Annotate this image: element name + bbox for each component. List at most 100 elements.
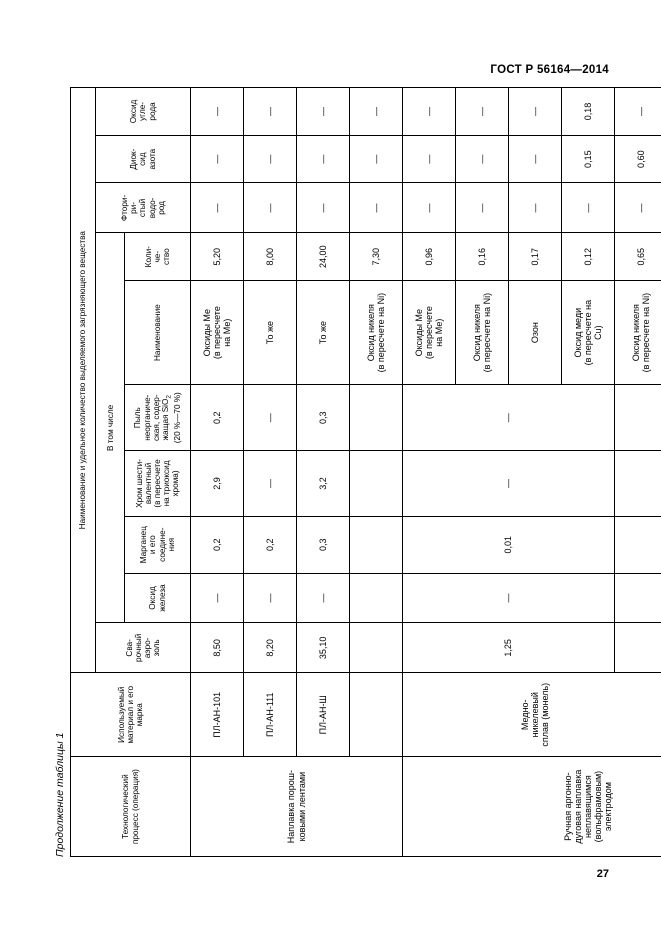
cell-nitrogen-dioxide: — <box>296 135 350 183</box>
cell-hydrogen-fluoride: — <box>402 182 456 233</box>
cell-chromium-vi <box>349 450 403 517</box>
document-standard-header: ГОСТ Р 56164—2014 <box>490 64 609 76</box>
cell-material: Медно-никелевый сплав (монель) <box>402 672 661 757</box>
header-other-name: Наименование <box>124 280 191 385</box>
cell-other-name: То же <box>243 280 297 385</box>
header-chromium-vi: Хром шести-валентный (в пересчете на триок… <box>124 450 191 517</box>
cell-carbon-monoxide: — <box>508 87 562 136</box>
header-nitrogen-dioxide: Диок-сид азота <box>95 135 191 183</box>
cell-welding-aerosol <box>614 622 661 673</box>
cell-nitrogen-dioxide: — <box>508 135 562 183</box>
cell-material: ПЛ-АН-101 <box>190 672 244 757</box>
cell-welding-aerosol: 8,20 <box>243 622 297 673</box>
cell-other-quantity: 7,30 <box>349 232 403 281</box>
header-other-quantity: Коли-че-ство <box>124 232 191 281</box>
header-iron-oxide: Оксид железа <box>124 573 191 623</box>
header-welding-aerosol: Сва-рочный аэро-золь <box>95 622 191 673</box>
header-inorganic-dust: Пыль неорганиче-ская, содер-жащая SiO2 (20… <box>124 384 191 451</box>
cell-chromium-vi: — <box>402 450 615 517</box>
table-row: Ручная аргонно-дуговая наплавка неплавящи… <box>402 87 661 857</box>
cell-nitrogen-dioxide: — <box>455 135 509 183</box>
cell-iron-oxide: — <box>243 573 297 623</box>
cell-welding-aerosol <box>349 622 403 673</box>
cell-manganese <box>614 516 661 574</box>
cell-hydrogen-fluoride: — <box>508 182 562 233</box>
cell-other-quantity: 0,12 <box>561 232 615 281</box>
cell-iron-oxide: — <box>190 573 244 623</box>
cell-carbon-monoxide: — <box>455 87 509 136</box>
cell-other-name: То же <box>296 280 350 385</box>
cell-other-name: Озон <box>508 280 562 385</box>
cell-other-quantity: 0,17 <box>508 232 562 281</box>
cell-other-name: Оксид никеля (в пересчете на Ni) <box>349 280 403 385</box>
cell-material: ПЛ-АН-Ш <box>296 672 350 757</box>
cell-carbon-monoxide: — <box>296 87 350 136</box>
cell-hydrogen-fluoride: — <box>190 182 244 233</box>
table-row: Наплавка порош-ковыми лентами ПЛ-АН-101 8,… <box>190 87 403 857</box>
cell-carbon-monoxide: 0,18 <box>561 87 615 136</box>
cell-other-quantity: 0,16 <box>455 232 509 281</box>
cell-chromium-vi <box>614 450 661 517</box>
cell-manganese: 0,3 <box>296 516 350 574</box>
cell-material <box>349 672 403 757</box>
cell-nitrogen-dioxide: — <box>243 135 297 183</box>
cell-hydrogen-fluoride: — <box>243 182 297 233</box>
cell-inorganic-dust <box>614 384 661 451</box>
cell-inorganic-dust: 0,3 <box>296 384 350 451</box>
cell-carbon-monoxide: — <box>349 87 403 136</box>
table-row: ПЛ-АН-Ш 35,10—0,3 3,2 0,3 То же 24,00— — — <box>296 87 350 857</box>
emissions-table: Технологический процесс (операция) Испол… <box>70 87 661 857</box>
cell-iron-oxide <box>349 573 403 623</box>
cell-hydrogen-fluoride: — <box>614 182 661 233</box>
cell-manganese <box>349 516 403 574</box>
cell-carbon-monoxide: — <box>190 87 244 136</box>
cell-iron-oxide <box>614 573 661 623</box>
cell-other-quantity: 8,00 <box>243 232 297 281</box>
cell-manganese: 0,01 <box>402 516 615 574</box>
cell-process: Наплавка порош-ковыми лентами <box>190 756 403 857</box>
cell-carbon-monoxide: — <box>614 87 661 136</box>
cell-other-quantity: 24,00 <box>296 232 350 281</box>
table-body: Наплавка порош-ковыми лентами ПЛ-АН-101 8,… <box>190 87 661 857</box>
table-caption: Продолжение таблицы 1 <box>54 732 66 857</box>
header-carbon-monoxide: Оксид угле-рода <box>95 87 191 136</box>
cell-iron-oxide: — <box>402 573 615 623</box>
cell-nitrogen-dioxide: — <box>402 135 456 183</box>
cell-other-name: Оксиды Ме (в пересчете на Ме) <box>402 280 456 385</box>
cell-inorganic-dust: 0,2 <box>190 384 244 451</box>
cell-other-quantity: 0,65 <box>614 232 661 281</box>
cell-other-quantity: 0,96 <box>402 232 456 281</box>
cell-hydrogen-fluoride: — <box>349 182 403 233</box>
cell-manganese: 0,2 <box>243 516 297 574</box>
cell-nitrogen-dioxide: — <box>349 135 403 183</box>
header-group-main: Наименование и удельное количество выдел… <box>70 87 96 673</box>
cell-hydrogen-fluoride: — <box>561 182 615 233</box>
header-material: Используемый материал и его марка <box>70 672 191 757</box>
cell-welding-aerosol: 8,50 <box>190 622 244 673</box>
cell-iron-oxide: — <box>296 573 350 623</box>
rotated-table-inner: Продолжение таблицы 1 Технологический пр… <box>54 87 661 857</box>
cell-chromium-vi: 2,9 <box>190 450 244 517</box>
cell-carbon-monoxide: — <box>243 87 297 136</box>
cell-carbon-monoxide: — <box>402 87 456 136</box>
cell-hydrogen-fluoride: — <box>455 182 509 233</box>
cell-nitrogen-dioxide: 0,60 <box>614 135 661 183</box>
cell-other-name: Оксид никеля (в пересчете на Ni) <box>614 280 661 385</box>
header-group-among: В том числе <box>95 232 125 623</box>
cell-nitrogen-dioxide: — <box>190 135 244 183</box>
cell-inorganic-dust: — <box>402 384 615 451</box>
cell-chromium-vi: — <box>243 450 297 517</box>
page-number: 27 <box>596 868 609 880</box>
cell-manganese: 0,2 <box>190 516 244 574</box>
cell-inorganic-dust: — <box>243 384 297 451</box>
cell-material: ПЛ-АН-111 <box>243 672 297 757</box>
cell-other-name: Оксид никеля (в пересчете на Ni) <box>455 280 509 385</box>
cell-other-name: Оксид меди (в пересчете на Cu) <box>561 280 615 385</box>
header-hydrogen-fluoride: Фтори-ри-стый водо-род <box>95 182 191 233</box>
header-process: Технологический процесс (операция) <box>70 756 191 857</box>
table-header: Технологический процесс (операция) Испол… <box>70 87 191 857</box>
cell-nitrogen-dioxide: 0,15 <box>561 135 615 183</box>
header-manganese: Марганец и его соедине-ния <box>124 516 191 574</box>
table-row: ПЛ-АН-111 8,20—0,2— — То же 8,00— — — <box>243 87 297 857</box>
